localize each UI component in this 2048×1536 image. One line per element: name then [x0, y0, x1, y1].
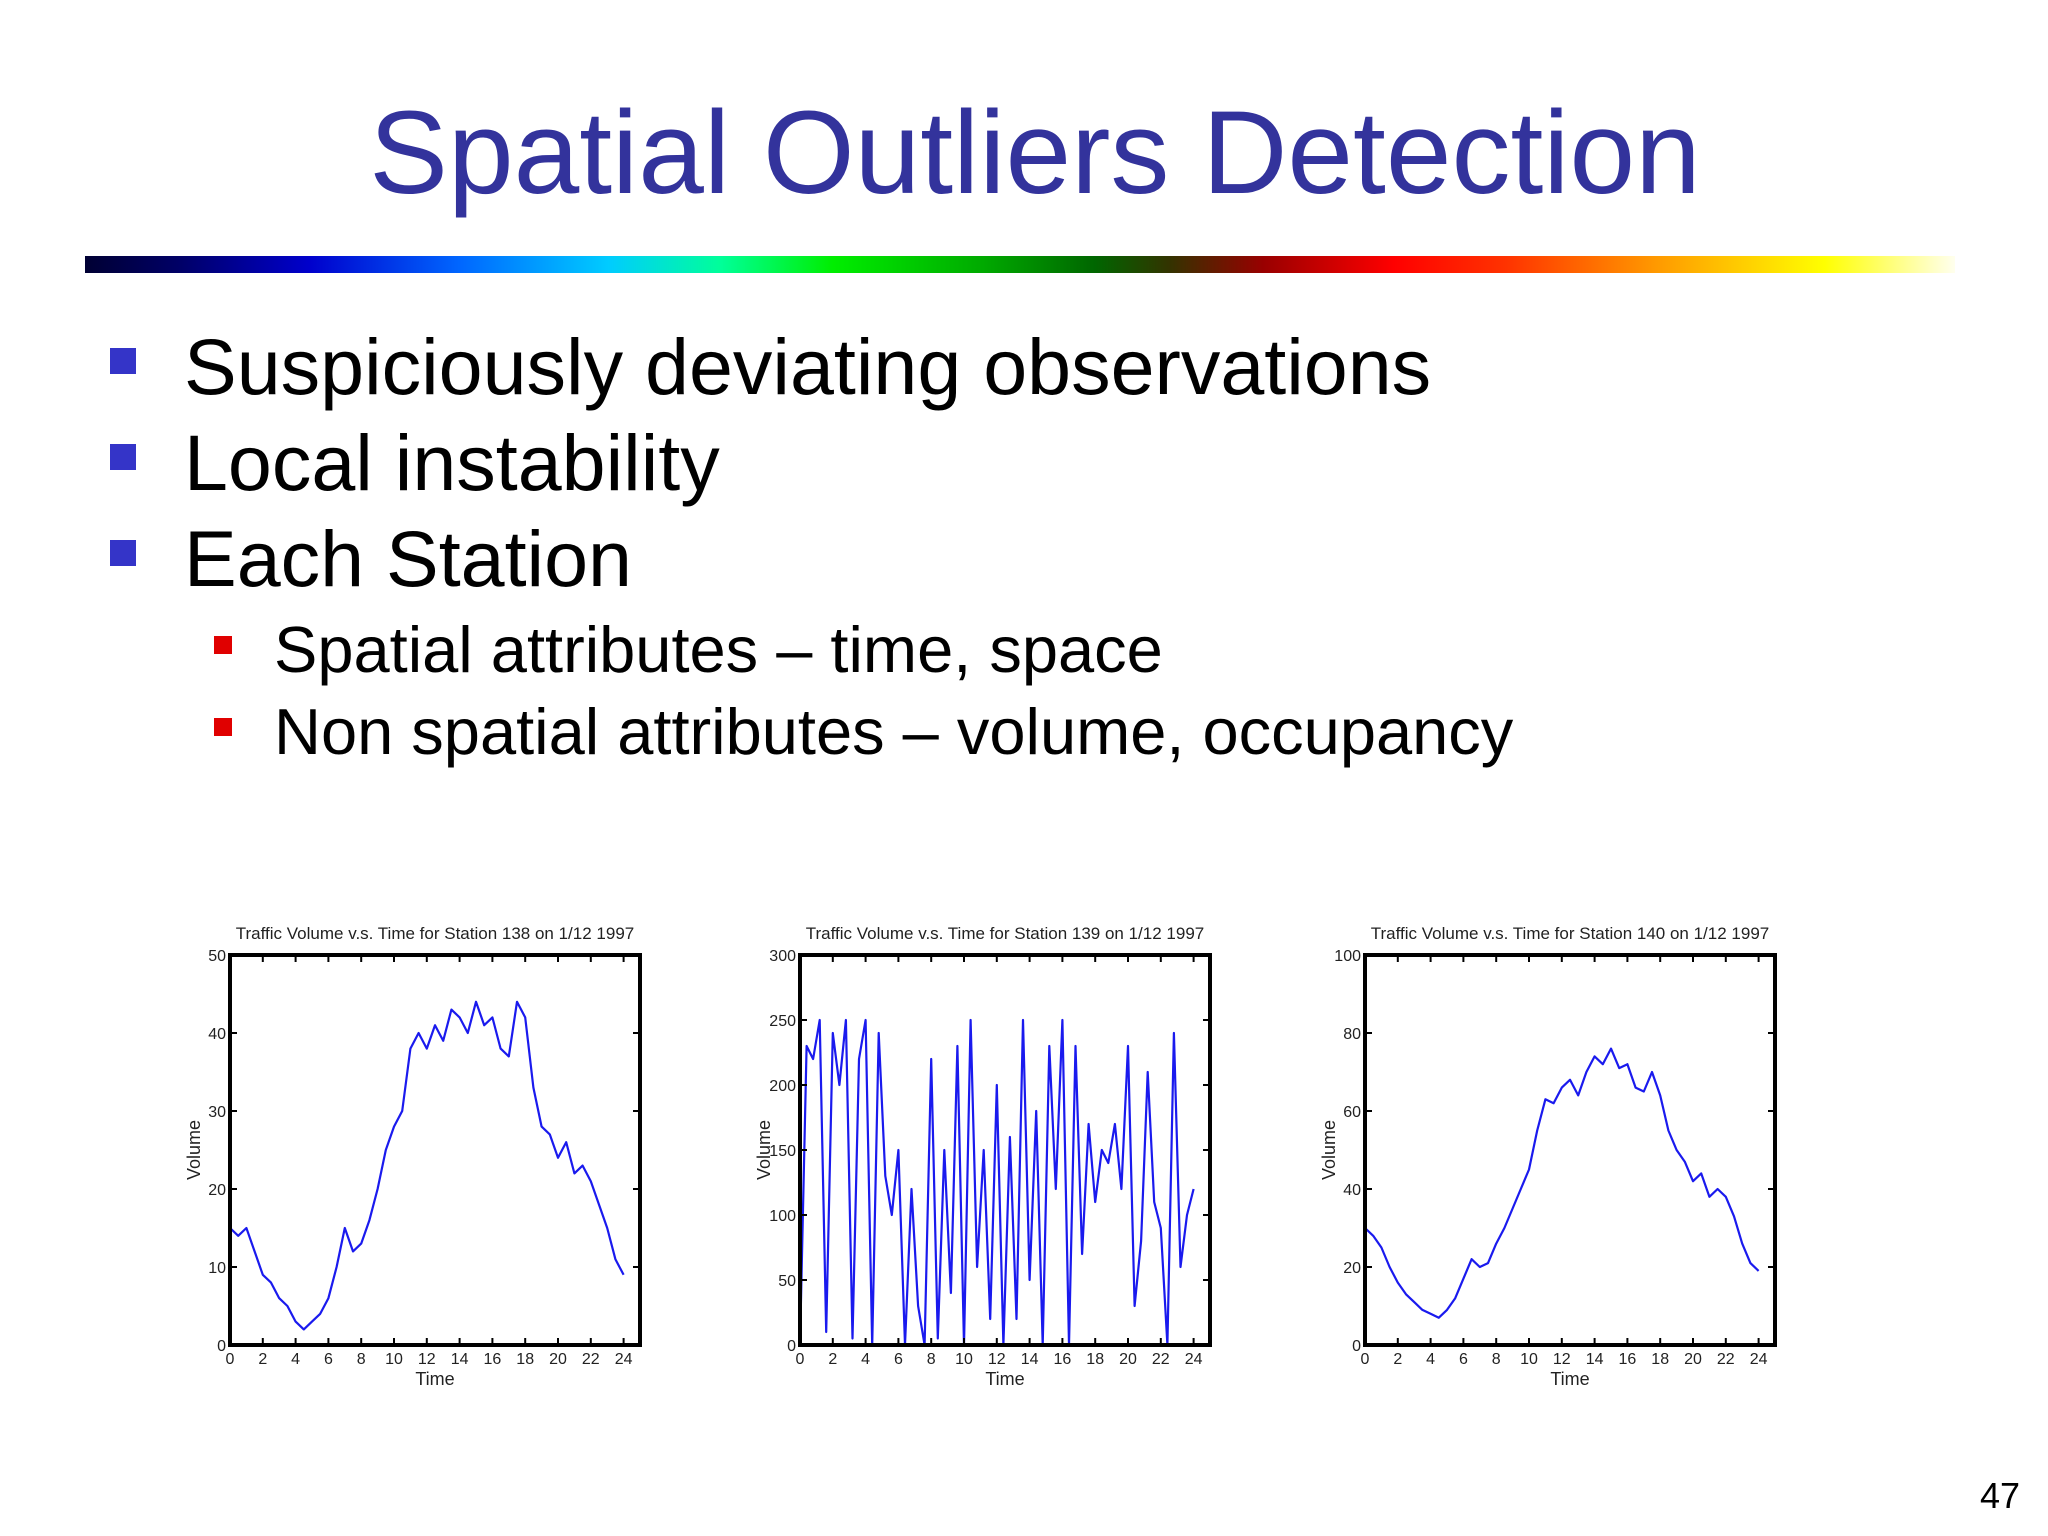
- x-tick-label: 6: [324, 1351, 333, 1368]
- x-tick-label: 16: [1054, 1351, 1072, 1368]
- x-tick-label: 12: [988, 1351, 1006, 1368]
- x-tick-label: 20: [1684, 1351, 1702, 1368]
- x-tick-label: 22: [1717, 1351, 1735, 1368]
- x-tick-label: 16: [1619, 1351, 1637, 1368]
- x-tick-label: 10: [1520, 1351, 1538, 1368]
- y-tick-label: 60: [1343, 1104, 1361, 1121]
- plot-frame: [228, 953, 642, 1347]
- x-tick-label: 18: [516, 1351, 534, 1368]
- x-tick-label: 24: [615, 1351, 633, 1368]
- chart-title: Traffic Volume v.s. Time for Station 139…: [806, 924, 1204, 943]
- x-axis-label: Time: [985, 1369, 1024, 1389]
- x-tick-label: 20: [549, 1351, 567, 1368]
- y-tick-label: 10: [208, 1260, 226, 1277]
- x-tick-label: 4: [291, 1351, 300, 1368]
- chart-station-138: Traffic Volume v.s. Time for Station 138…: [180, 905, 700, 1405]
- rainbow-divider: [85, 256, 1955, 273]
- x-tick-label: 16: [484, 1351, 502, 1368]
- y-tick-label: 100: [769, 1208, 796, 1225]
- x-tick-label: 8: [1492, 1351, 1501, 1368]
- chart-title: Traffic Volume v.s. Time for Station 138…: [236, 924, 634, 943]
- y-tick-label: 50: [778, 1273, 796, 1290]
- x-tick-label: 12: [1553, 1351, 1571, 1368]
- plot-frame: [1363, 953, 1777, 1347]
- x-tick-label: 0: [226, 1351, 235, 1368]
- chart-title: Traffic Volume v.s. Time for Station 140…: [1371, 924, 1769, 943]
- x-tick-label: 10: [385, 1351, 403, 1368]
- x-tick-label: 20: [1119, 1351, 1137, 1368]
- y-tick-label: 100: [1334, 948, 1361, 965]
- x-tick-label: 6: [1459, 1351, 1468, 1368]
- x-tick-label: 24: [1750, 1351, 1768, 1368]
- chart-svg: Traffic Volume v.s. Time for Station 139…: [754, 924, 1212, 1389]
- y-tick-label: 80: [1343, 1026, 1361, 1043]
- y-tick-label: 250: [769, 1013, 796, 1030]
- y-axis-label: Volume: [184, 1120, 204, 1180]
- x-tick-label: 2: [258, 1351, 267, 1368]
- y-tick-label: 40: [1343, 1182, 1361, 1199]
- bullet-text: Each Station: [184, 514, 632, 603]
- x-tick-label: 4: [861, 1351, 870, 1368]
- series-line: [798, 1018, 1195, 1347]
- y-axis-label: Volume: [1319, 1120, 1339, 1180]
- sub-bullet-text: Spatial attributes – time, space: [274, 613, 1163, 686]
- x-tick-label: 12: [418, 1351, 436, 1368]
- bullet-text: Suspiciously deviating observations: [184, 322, 1432, 411]
- x-tick-label: 8: [927, 1351, 936, 1368]
- x-tick-label: 14: [1021, 1351, 1039, 1368]
- x-tick-label: 8: [357, 1351, 366, 1368]
- x-axis-label: Time: [1550, 1369, 1589, 1389]
- chart-station-139: Traffic Volume v.s. Time for Station 139…: [750, 905, 1270, 1405]
- y-tick-label: 300: [769, 948, 796, 965]
- y-tick-label: 30: [208, 1104, 226, 1121]
- y-axis-label: Volume: [754, 1120, 774, 1180]
- page-number: 47: [1980, 1475, 2021, 1516]
- x-axis-label: Time: [415, 1369, 454, 1389]
- sub-bullet-text: Non spatial attributes – volume, occupan…: [274, 695, 1514, 768]
- y-tick-label: 0: [217, 1338, 226, 1355]
- x-tick-label: 10: [955, 1351, 973, 1368]
- x-tick-label: 4: [1426, 1351, 1435, 1368]
- x-tick-label: 14: [1586, 1351, 1604, 1368]
- x-tick-label: 22: [1152, 1351, 1170, 1368]
- x-tick-label: 18: [1086, 1351, 1104, 1368]
- y-tick-label: 0: [1352, 1338, 1361, 1355]
- series-line: [229, 1000, 625, 1331]
- square-bullet-icon: [110, 444, 136, 470]
- x-tick-label: 14: [451, 1351, 469, 1368]
- y-tick-label: 150: [769, 1143, 796, 1160]
- series-line: [1364, 1047, 1760, 1319]
- bullet-text: Local instability: [184, 418, 720, 507]
- square-sub-bullet-icon: [214, 718, 232, 736]
- x-tick-label: 22: [582, 1351, 600, 1368]
- square-bullet-icon: [110, 540, 136, 566]
- y-tick-label: 200: [769, 1078, 796, 1095]
- x-tick-label: 2: [828, 1351, 837, 1368]
- square-bullet-icon: [110, 348, 136, 374]
- y-tick-label: 20: [208, 1182, 226, 1199]
- x-tick-label: 18: [1651, 1351, 1669, 1368]
- x-tick-label: 24: [1185, 1351, 1203, 1368]
- chart-svg: Traffic Volume v.s. Time for Station 138…: [184, 924, 642, 1389]
- y-tick-label: 0: [787, 1338, 796, 1355]
- slide-title: Spatial Outliers Detection: [369, 87, 1701, 219]
- y-tick-label: 40: [208, 1026, 226, 1043]
- x-tick-label: 0: [796, 1351, 805, 1368]
- y-tick-label: 20: [1343, 1260, 1361, 1277]
- x-tick-label: 2: [1393, 1351, 1402, 1368]
- square-sub-bullet-icon: [214, 636, 232, 654]
- chart-svg: Traffic Volume v.s. Time for Station 140…: [1319, 924, 1777, 1389]
- chart-station-140: Traffic Volume v.s. Time for Station 140…: [1315, 905, 1835, 1405]
- x-tick-label: 0: [1361, 1351, 1370, 1368]
- x-tick-label: 6: [894, 1351, 903, 1368]
- y-tick-label: 50: [208, 948, 226, 965]
